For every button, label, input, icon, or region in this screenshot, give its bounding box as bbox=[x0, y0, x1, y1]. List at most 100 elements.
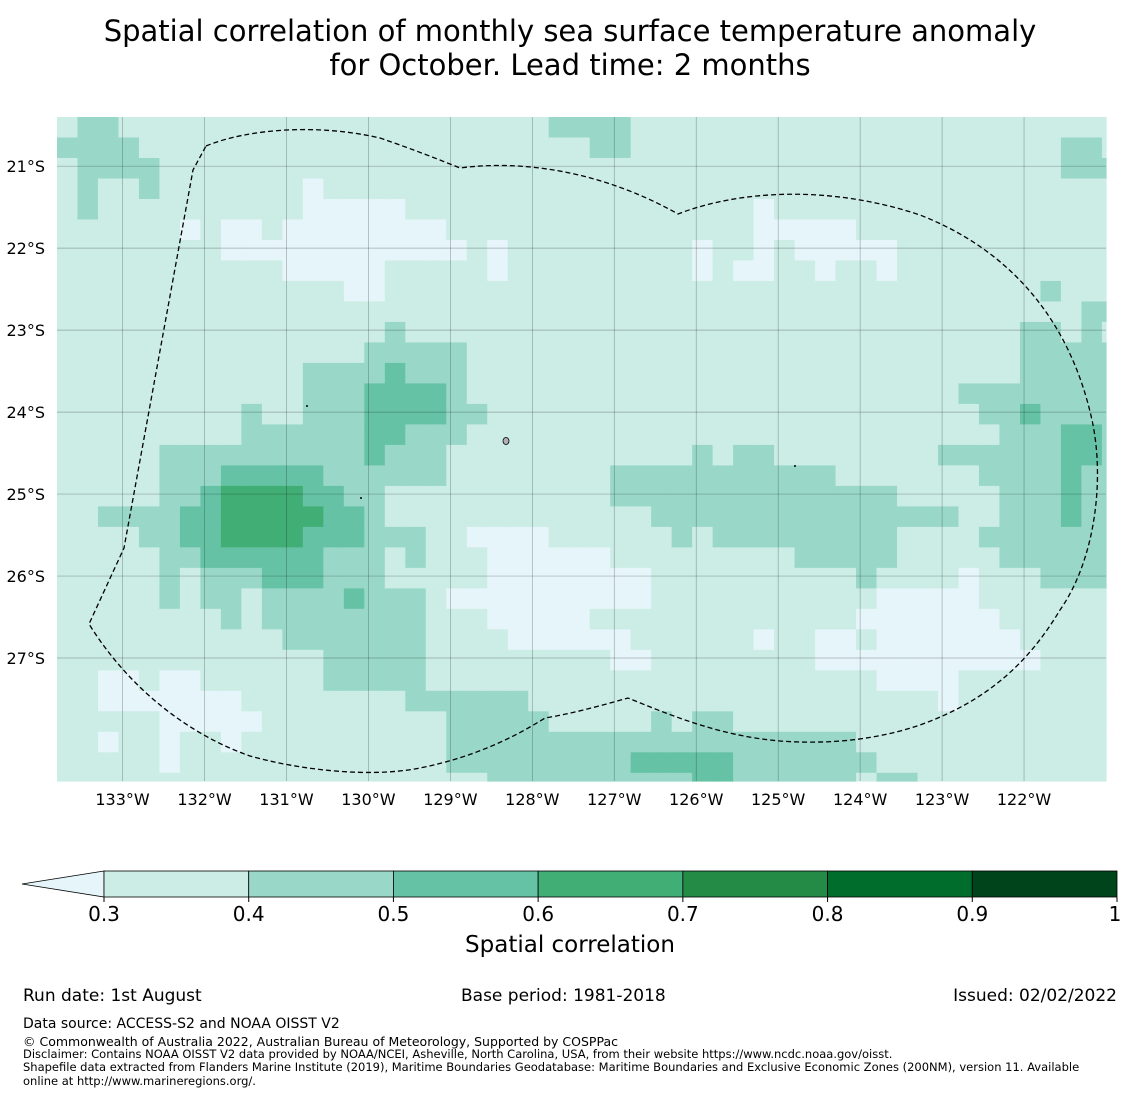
grid-cell bbox=[241, 178, 263, 200]
grid-cell bbox=[57, 506, 79, 528]
grid-cell bbox=[876, 280, 898, 303]
grid-cell bbox=[958, 260, 980, 282]
grid-cell bbox=[897, 772, 919, 782]
grid-cell bbox=[446, 280, 468, 303]
grid-cell bbox=[610, 198, 632, 221]
grid-cell bbox=[1101, 629, 1107, 651]
grid-cell bbox=[57, 772, 79, 782]
grid-cell bbox=[753, 301, 775, 323]
grid-cell bbox=[220, 506, 242, 528]
grid-cell bbox=[548, 444, 570, 466]
grid-cell bbox=[425, 608, 447, 630]
grid-cell bbox=[57, 670, 79, 692]
grid-cell bbox=[589, 547, 611, 569]
grid-cell bbox=[1019, 690, 1042, 712]
island-henderson bbox=[360, 497, 362, 499]
grid-cell bbox=[856, 465, 878, 487]
grid-cell bbox=[220, 198, 242, 221]
grid-cell bbox=[241, 424, 263, 446]
grid-cell bbox=[57, 526, 79, 548]
grid-cell bbox=[528, 526, 550, 548]
grid-cell bbox=[630, 362, 652, 385]
grid-cell bbox=[548, 301, 570, 323]
grid-cell bbox=[630, 424, 652, 446]
grid-cell bbox=[671, 403, 693, 425]
grid-cell bbox=[548, 731, 570, 753]
grid-cell bbox=[938, 670, 960, 692]
grid-cell bbox=[220, 547, 242, 569]
grid-cell bbox=[1101, 137, 1107, 159]
grid-cell bbox=[978, 383, 1001, 405]
grid-cell bbox=[753, 239, 775, 262]
grid-cell bbox=[733, 629, 755, 651]
grid-cell bbox=[446, 547, 468, 569]
grid-cell bbox=[978, 444, 1001, 466]
grid-cell bbox=[1060, 547, 1083, 569]
grid-cell bbox=[118, 629, 140, 651]
grid-cell bbox=[159, 588, 181, 610]
grid-cell bbox=[938, 629, 960, 651]
grid-cell bbox=[323, 383, 345, 405]
grid-cell bbox=[118, 383, 140, 405]
grid-cell bbox=[856, 117, 878, 139]
grid-cell bbox=[917, 567, 939, 589]
grid-cell bbox=[1101, 157, 1107, 180]
colorbar-tick-label: 0.5 bbox=[377, 902, 410, 926]
grid-cell bbox=[1101, 362, 1107, 385]
grid-cell bbox=[876, 137, 898, 159]
grid-cell bbox=[610, 608, 632, 630]
grid-cell bbox=[179, 157, 202, 180]
grid-cell bbox=[466, 178, 488, 200]
grid-cell bbox=[1060, 342, 1083, 364]
grid-cell bbox=[405, 485, 427, 507]
longitude-labels: 133°W 132°W 131°W 130°W 129°W 128°W 127°W 126°W… bbox=[95, 790, 1051, 809]
grid-cell bbox=[589, 383, 611, 405]
grid-cell bbox=[1040, 424, 1062, 446]
grid-cell bbox=[610, 362, 632, 385]
grid-cell bbox=[958, 157, 980, 180]
grid-cell bbox=[610, 506, 632, 528]
grid-cell bbox=[446, 567, 468, 589]
grid-cell bbox=[138, 424, 161, 446]
longitude-label: 124°W bbox=[833, 790, 888, 809]
grid-cell bbox=[876, 629, 898, 651]
grid-cell bbox=[999, 506, 1021, 528]
grid-cell bbox=[569, 465, 591, 487]
grid-cell bbox=[384, 772, 406, 782]
grid-cell bbox=[364, 690, 386, 712]
grid-cell bbox=[671, 157, 693, 180]
colorbar-bin bbox=[827, 870, 973, 898]
grid-cell bbox=[446, 117, 468, 139]
grid-cell bbox=[856, 178, 878, 200]
grid-cell bbox=[978, 157, 1001, 180]
grid-cell bbox=[97, 547, 120, 569]
grid-cell bbox=[897, 690, 919, 712]
grid-cell bbox=[364, 342, 386, 364]
grid-cell bbox=[897, 301, 919, 323]
grid-cell bbox=[507, 547, 529, 569]
grid-cell bbox=[466, 731, 488, 753]
grid-cell bbox=[384, 117, 406, 139]
grid-cell bbox=[897, 219, 919, 241]
grid-cell bbox=[1060, 506, 1083, 528]
grid-cell bbox=[1081, 424, 1103, 446]
grid-cell bbox=[446, 629, 468, 651]
grid-cell bbox=[794, 772, 816, 782]
grid-cell bbox=[323, 198, 345, 221]
grid-cell bbox=[835, 219, 857, 241]
grid-cell bbox=[610, 321, 632, 344]
grid-cell bbox=[179, 629, 202, 651]
grid-cell bbox=[876, 608, 898, 630]
grid-cell bbox=[999, 649, 1021, 671]
grid-cell bbox=[733, 772, 755, 782]
grid-cell bbox=[856, 567, 878, 589]
grid-cell bbox=[138, 772, 161, 782]
grid-cell bbox=[97, 465, 120, 487]
grid-cell bbox=[138, 301, 161, 323]
grid-cell bbox=[1060, 178, 1083, 200]
grid-cell bbox=[671, 731, 693, 753]
grid-cell bbox=[57, 260, 79, 282]
grid-cell bbox=[999, 198, 1021, 221]
grid-cell bbox=[1040, 670, 1062, 692]
grid-cell bbox=[1081, 485, 1103, 507]
